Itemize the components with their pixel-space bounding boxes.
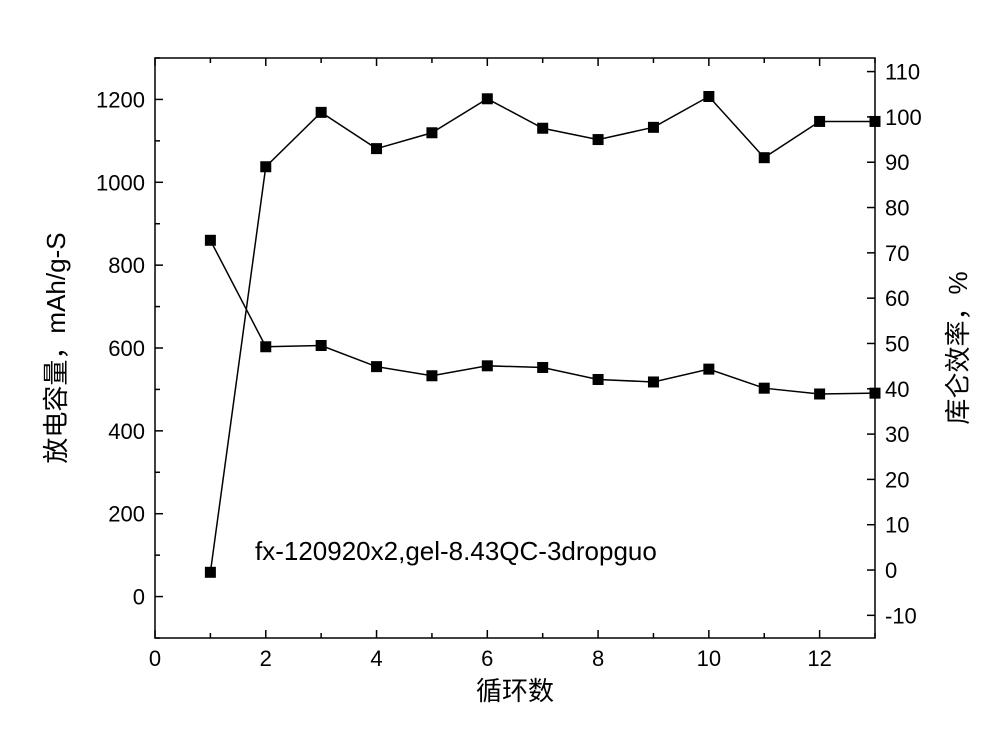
- marker-coulombic-efficiency: [814, 116, 825, 127]
- yl-tick-label: 200: [108, 502, 145, 527]
- marker-coulombic-efficiency: [537, 123, 548, 134]
- yl-tick-label: 400: [108, 419, 145, 444]
- yr-tick-label: 110: [885, 60, 920, 85]
- yr-tick-label: 70: [885, 241, 909, 266]
- marker-discharge-capacity: [759, 383, 770, 394]
- marker-coulombic-efficiency: [316, 107, 327, 118]
- marker-discharge-capacity: [482, 360, 493, 371]
- marker-discharge-capacity: [537, 362, 548, 373]
- yr-tick-label: 20: [885, 467, 909, 492]
- yr-tick-label: 0: [885, 558, 897, 583]
- yr-tick-label: 50: [885, 331, 909, 356]
- marker-coulombic-efficiency: [870, 116, 881, 127]
- yl-tick-label: 600: [108, 336, 145, 361]
- yr-tick-label: -10: [885, 603, 917, 628]
- marker-coulombic-efficiency: [648, 122, 659, 133]
- yr-tick-label: 40: [885, 377, 909, 402]
- chart-container: 0 2 4 6 8 10 12 0 200 400 600 800 1000 1200 -10 0 10 20 30…: [0, 0, 1003, 749]
- x-tick-label: 0: [149, 646, 161, 671]
- legend-text: fx-120920x2,gel-8.43QC-3dropguo: [255, 536, 657, 566]
- marker-discharge-capacity: [703, 364, 714, 375]
- yl-tick-label: 0: [133, 585, 145, 610]
- yl-tick-label: 1200: [96, 87, 145, 112]
- marker-coulombic-efficiency: [260, 161, 271, 172]
- marker-discharge-capacity: [814, 388, 825, 399]
- marker-discharge-capacity: [870, 388, 881, 399]
- yr-tick-label: 30: [885, 422, 909, 447]
- marker-discharge-capacity: [648, 376, 659, 387]
- marker-coulombic-efficiency: [371, 143, 382, 154]
- y-right-axis-label: 库仑效率，%: [943, 271, 973, 424]
- yl-tick-label: 1000: [96, 170, 145, 195]
- marker-discharge-capacity: [593, 374, 604, 385]
- marker-discharge-capacity: [260, 341, 271, 352]
- marker-coulombic-efficiency: [759, 152, 770, 163]
- y-left-axis-label: 放电容量，mAh/g-S: [41, 232, 71, 463]
- yr-tick-label: 10: [885, 513, 909, 538]
- marker-coulombic-efficiency: [593, 134, 604, 145]
- marker-discharge-capacity: [205, 235, 216, 246]
- x-tick-label: 10: [697, 646, 721, 671]
- marker-discharge-capacity: [426, 370, 437, 381]
- yl-tick-label: 800: [108, 253, 145, 278]
- yr-tick-label: 60: [885, 286, 909, 311]
- yr-tick-label: 100: [885, 105, 922, 130]
- marker-coulombic-efficiency: [205, 567, 216, 578]
- x-tick-label: 8: [592, 646, 604, 671]
- marker-coulombic-efficiency: [426, 127, 437, 138]
- marker-discharge-capacity: [316, 340, 327, 351]
- yr-tick-label: 90: [885, 150, 909, 175]
- x-tick-label: 12: [807, 646, 831, 671]
- marker-coulombic-efficiency: [703, 91, 714, 102]
- x-tick-label: 2: [260, 646, 272, 671]
- x-axis-label: 循环数: [476, 676, 554, 706]
- marker-coulombic-efficiency: [482, 93, 493, 104]
- x-tick-label: 6: [481, 646, 493, 671]
- marker-discharge-capacity: [371, 361, 382, 372]
- chart-svg: 0 2 4 6 8 10 12 0 200 400 600 800 1000 1200 -10 0 10 20 30…: [0, 0, 1003, 749]
- series-line-coulombic-efficiency: [210, 97, 875, 573]
- x-tick-label: 4: [370, 646, 382, 671]
- yr-tick-label: 80: [885, 196, 909, 221]
